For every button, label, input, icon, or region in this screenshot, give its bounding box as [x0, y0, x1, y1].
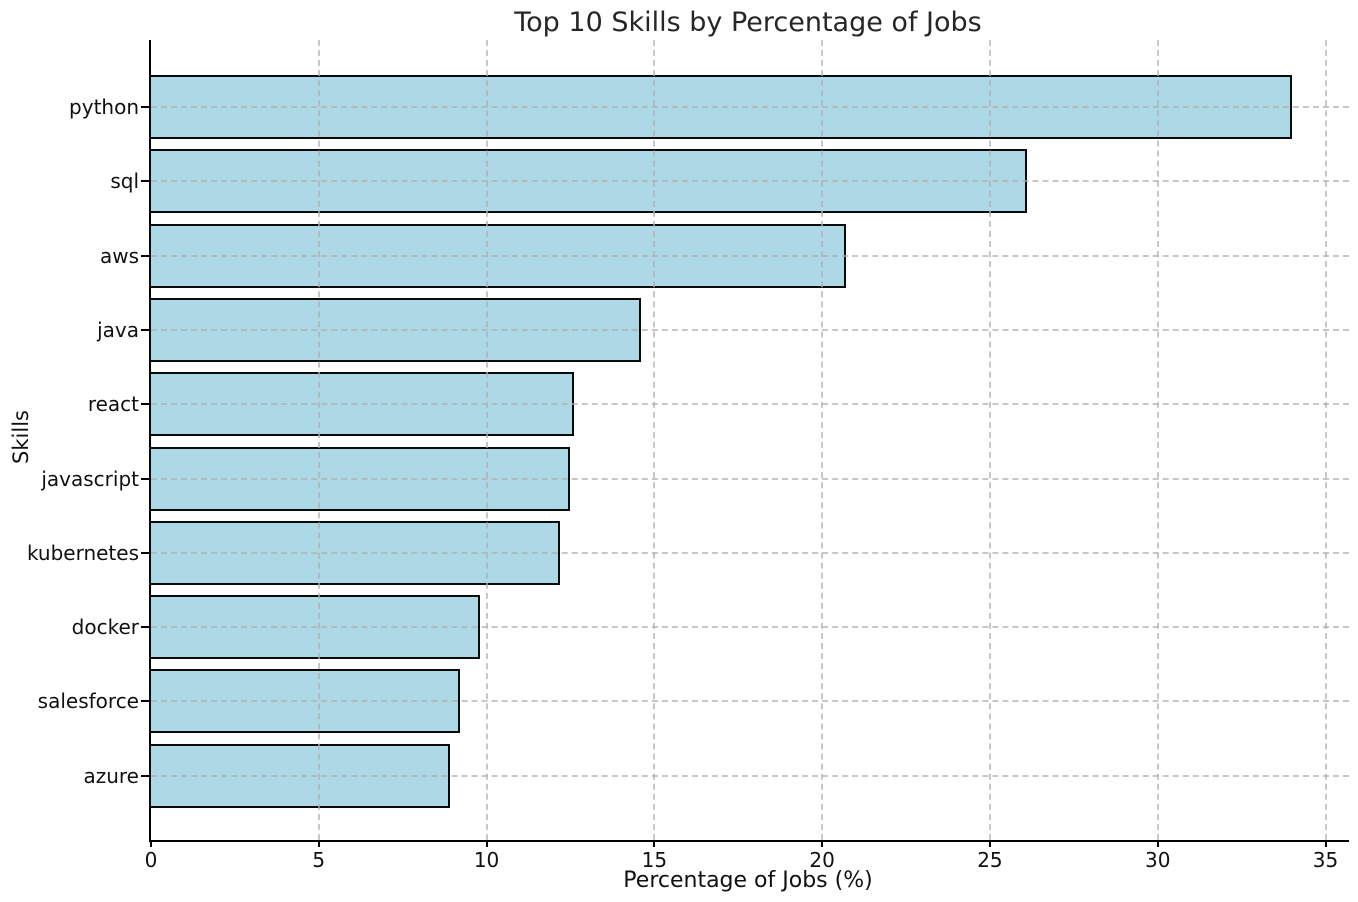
x-grid-line — [1324, 40, 1327, 840]
x-tick-label: 15 — [641, 848, 668, 872]
y-tick-mark — [141, 551, 149, 554]
bar-salesforce — [149, 669, 460, 734]
x-tick-label: 35 — [1312, 848, 1339, 872]
bar-java — [149, 297, 641, 362]
x-tick-mark — [1324, 840, 1327, 847]
x-tick-label: 30 — [1144, 848, 1171, 872]
bar-python — [149, 75, 1292, 139]
x-tick-mark — [821, 840, 824, 847]
x-tick-mark — [988, 840, 991, 847]
x-tick-mark — [317, 840, 320, 847]
plot-area: 0 5 10 15 20 25 30 35 python sql aws java react javas… — [27, 40, 1349, 872]
bar-react — [149, 372, 574, 437]
y-tick-mark — [141, 180, 149, 183]
x-tick-mark — [485, 840, 488, 847]
x-grid-line — [1156, 40, 1159, 840]
chart-title: Top 10 Skills by Percentage of Jobs — [514, 7, 982, 38]
x-tick-label: 10 — [473, 848, 500, 872]
y-tick-mark — [141, 106, 149, 108]
y-tick-mark — [141, 403, 149, 406]
x-tick-mark — [150, 840, 152, 847]
y-tick-mark — [141, 328, 149, 331]
y-tick-label: java — [97, 317, 139, 342]
y-tick-label: react — [87, 392, 139, 417]
x-tick-label: 25 — [977, 848, 1003, 872]
x-tick-mark — [653, 840, 656, 847]
y-tick-mark — [141, 774, 149, 777]
y-tick-mark — [141, 626, 149, 629]
y-tick-mark — [141, 254, 149, 257]
y-tick-label: sql — [110, 169, 139, 194]
y-tick-label: docker — [71, 615, 139, 640]
bar-docker — [149, 595, 480, 660]
bar-sql — [149, 149, 1027, 214]
y-tick-label: javascript — [41, 466, 139, 491]
y-tick-label: salesforce — [37, 689, 139, 714]
x-tick-mark — [1156, 840, 1159, 847]
y-tick-label: kubernetes — [26, 540, 139, 565]
y-tick-mark — [141, 477, 149, 480]
bar-kubernetes — [149, 520, 561, 585]
y-tick-label: azure — [83, 763, 139, 788]
x-tick-label: 5 — [312, 848, 326, 872]
y-tick-label: python — [69, 95, 139, 119]
bar-azure — [149, 743, 450, 808]
y-axis-title: Skills — [9, 410, 33, 464]
x-tick-label: 0 — [144, 848, 158, 872]
x-axis-title: Percentage of Jobs (%) — [623, 868, 873, 893]
y-tick-mark — [141, 700, 149, 703]
x-tick-label: 20 — [809, 848, 835, 872]
bar-aws — [149, 223, 846, 288]
bar-javascript — [149, 446, 571, 511]
y-tick-label: aws — [99, 243, 139, 268]
